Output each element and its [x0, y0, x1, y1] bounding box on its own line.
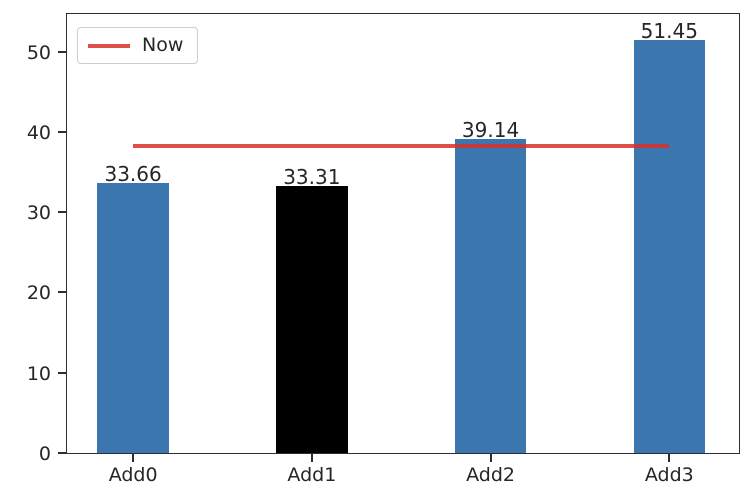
legend-line-swatch [88, 43, 130, 48]
y-tick-label: 20 [26, 282, 51, 305]
bar-value-label-add3: 51.45 [640, 19, 698, 44]
bar-value-label-add1: 33.31 [283, 164, 341, 189]
y-tick-mark [58, 371, 66, 374]
now-reference-line [133, 143, 670, 148]
y-tick-mark [58, 291, 66, 294]
y-tick-label: 50 [26, 41, 51, 64]
bar-add1 [276, 185, 348, 453]
bar-add3 [633, 40, 706, 453]
x-tick-label-add2: Add2 [466, 464, 515, 486]
legend-label: Now [142, 34, 184, 56]
legend: Now [77, 27, 199, 64]
y-tick-mark [58, 452, 66, 454]
x-tick-label-add0: Add0 [108, 464, 158, 486]
y-tick-label: 0 [38, 443, 51, 465]
x-tick-label-add3: Add3 [644, 464, 694, 486]
x-tick-mark [489, 454, 492, 462]
y-tick-label: 30 [26, 202, 51, 225]
y-tick-mark [58, 211, 66, 214]
y-tick-mark [58, 50, 66, 53]
x-tick-label-add1: Add1 [287, 464, 337, 486]
bar-value-label-add2: 39.14 [461, 117, 520, 142]
y-tick-label: 10 [26, 362, 51, 385]
x-tick-mark [132, 454, 135, 462]
bar-add0 [97, 182, 169, 453]
plot-area: 33.66 33.31 39.14 51.45 0 10 20 30 40 50 Add0 Add… [27, 13, 740, 485]
x-tick-mark [668, 454, 671, 462]
y-tick-mark [58, 130, 66, 133]
y-tick-label: 40 [26, 121, 51, 144]
bar-add2 [454, 138, 527, 453]
x-tick-mark [310, 454, 313, 462]
bar-value-label-add0: 33.66 [104, 161, 162, 186]
